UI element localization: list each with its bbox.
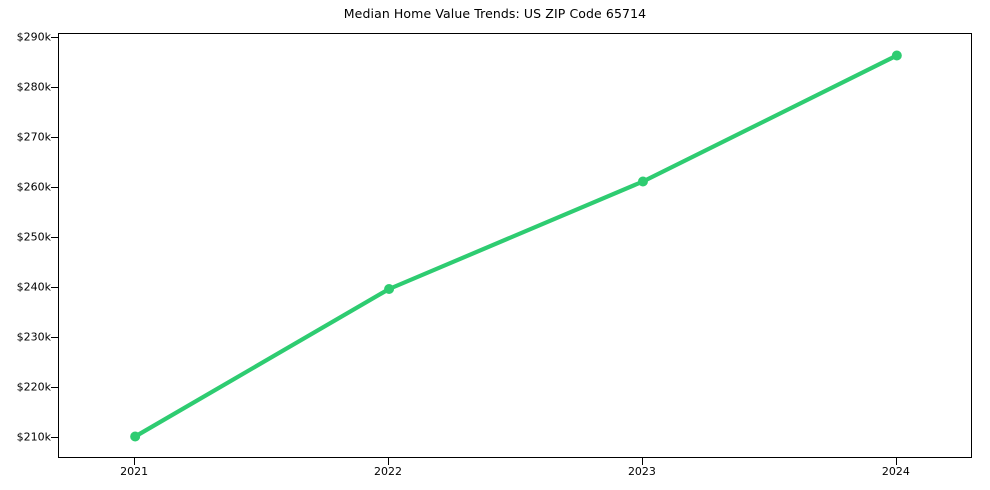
y-tick-label: $220k — [16, 380, 51, 394]
x-tick-mark — [388, 458, 390, 465]
y-tick-mark — [51, 437, 58, 438]
data-point-marker — [130, 431, 141, 442]
y-tick-mark — [51, 237, 58, 238]
x-tick-label: 2021 — [120, 465, 149, 478]
y-tick-mark — [51, 337, 58, 338]
y-tick-label: $240k — [16, 280, 51, 294]
x-tick-label: 2024 — [881, 465, 910, 478]
chart-title: Median Home Value Trends: US ZIP Code 65… — [343, 6, 647, 21]
y-tick-mark — [51, 87, 58, 88]
y-tick-label: $230k — [16, 330, 51, 344]
y-tick-mark — [51, 187, 58, 188]
data-point-marker — [637, 176, 648, 187]
y-axis-tick-labels: $210k $220k $230k $240k $250k $260k $270k $280k… — [0, 0, 51, 490]
series-markers — [130, 50, 902, 442]
y-tick-mark — [51, 387, 58, 388]
y-tick-label: $290k — [16, 30, 51, 44]
x-tick-label: 2023 — [627, 465, 656, 478]
x-tick-mark — [895, 458, 897, 465]
y-tick-mark — [51, 287, 58, 288]
plot-area — [58, 33, 972, 458]
data-point-marker — [891, 50, 902, 61]
y-tick-mark — [51, 137, 58, 138]
y-tick-label: $260k — [16, 180, 51, 194]
x-tick-mark — [641, 458, 643, 465]
x-tick-mark — [134, 458, 136, 465]
data-point-marker — [384, 284, 395, 294]
series-line-median-home-value — [133, 53, 899, 439]
line-chart-canvas — [130, 50, 902, 442]
y-tick-label: $270k — [16, 130, 51, 144]
y-tick-mark — [51, 37, 58, 38]
y-tick-label: $210k — [16, 430, 51, 444]
x-tick-label: 2022 — [374, 465, 403, 478]
y-tick-label: $250k — [16, 230, 51, 244]
y-tick-label: $280k — [16, 80, 51, 94]
